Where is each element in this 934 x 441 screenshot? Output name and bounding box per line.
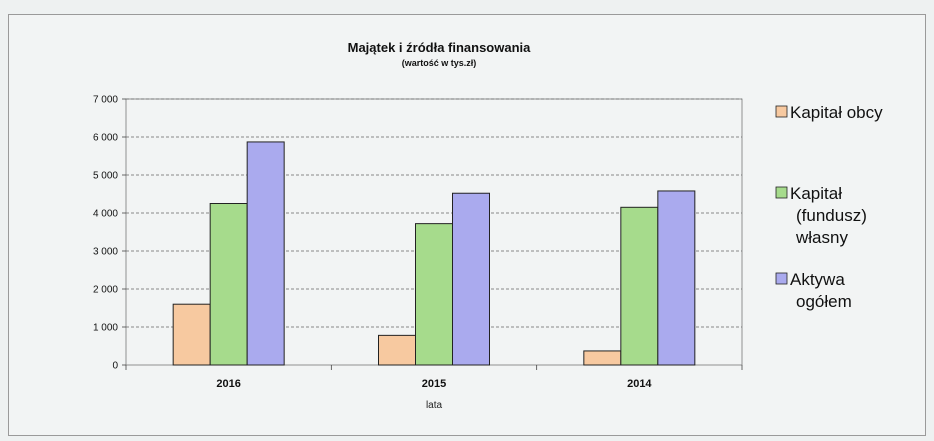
y-tick-label: 2 000 [93, 285, 118, 296]
bar [415, 223, 453, 366]
bar [246, 141, 285, 366]
x-tick-label: 2016 [216, 378, 240, 390]
bar [657, 190, 696, 366]
bars [172, 141, 696, 366]
x-tick-label: 2015 [422, 378, 446, 390]
x-axis-label: lata [426, 400, 443, 411]
chart-svg: Majątek i źródła finansowania (wartość w… [93, 40, 883, 411]
bar [172, 303, 211, 366]
bar [620, 206, 659, 366]
y-tick-label: 1 000 [93, 323, 118, 334]
bar [209, 203, 248, 366]
legend-label: (fundusz) [796, 206, 867, 225]
y-tick-label: 6 000 [93, 133, 118, 144]
x-axis: 2016 2015 2014 [125, 365, 743, 390]
legend-swatch [775, 105, 788, 118]
legend-label: Kapitał [790, 184, 842, 203]
bar [583, 350, 622, 366]
chart-subtitle: (wartość w tys.zł) [402, 58, 477, 68]
legend-swatch [775, 186, 788, 199]
legend-label: własny [795, 228, 848, 247]
chart-frame: Majątek i źródła finansowania (wartość w… [8, 14, 926, 436]
legend-label: Kapitał obcy [790, 103, 883, 122]
y-tick-label: 0 [112, 361, 118, 372]
legend-label: ogółem [796, 292, 852, 311]
legend: Kapitał obcy Kapitał (fundusz) własny Aktywa… [775, 103, 883, 311]
y-tick-label: 4 000 [93, 209, 118, 220]
y-tick-label: 3 000 [93, 247, 118, 258]
legend-swatch [775, 272, 788, 285]
y-tick-label: 5 000 [93, 171, 118, 182]
chart-title: Majątek i źródła finansowania [348, 40, 532, 55]
y-tick-label: 7 000 [93, 95, 118, 106]
y-axis: 0 1 000 2 000 3 000 4 000 5 000 6 000 7 000 [93, 95, 126, 372]
bar [378, 334, 416, 366]
legend-label: Aktywa [790, 270, 845, 289]
x-tick-label: 2014 [627, 378, 652, 390]
bar [452, 192, 490, 366]
